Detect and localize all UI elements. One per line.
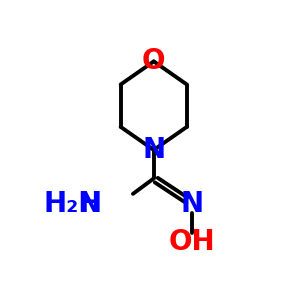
Text: O: O xyxy=(142,47,166,75)
Text: H₂N: H₂N xyxy=(43,190,101,218)
Text: N: N xyxy=(181,190,204,218)
Text: H: H xyxy=(78,190,101,218)
Text: N: N xyxy=(142,136,165,164)
Text: OH: OH xyxy=(169,228,216,256)
